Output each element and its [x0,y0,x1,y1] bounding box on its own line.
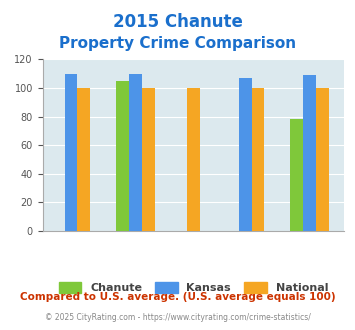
Bar [316,88,329,231]
Bar [142,88,154,231]
Text: Compared to U.S. average. (U.S. average equals 100): Compared to U.S. average. (U.S. average … [20,292,335,302]
Bar [77,88,90,231]
Text: Property Crime Comparison: Property Crime Comparison [59,36,296,51]
Text: 2015 Chanute: 2015 Chanute [113,13,242,31]
Bar [187,88,200,231]
Bar [129,74,142,231]
Bar [116,81,129,231]
Bar [239,78,251,231]
Text: © 2025 CityRating.com - https://www.cityrating.com/crime-statistics/: © 2025 CityRating.com - https://www.city… [45,314,310,322]
Bar [303,75,316,231]
Bar [65,74,77,231]
Bar [251,88,264,231]
Legend: Chanute, Kansas, National: Chanute, Kansas, National [54,277,333,298]
Bar [290,119,303,231]
